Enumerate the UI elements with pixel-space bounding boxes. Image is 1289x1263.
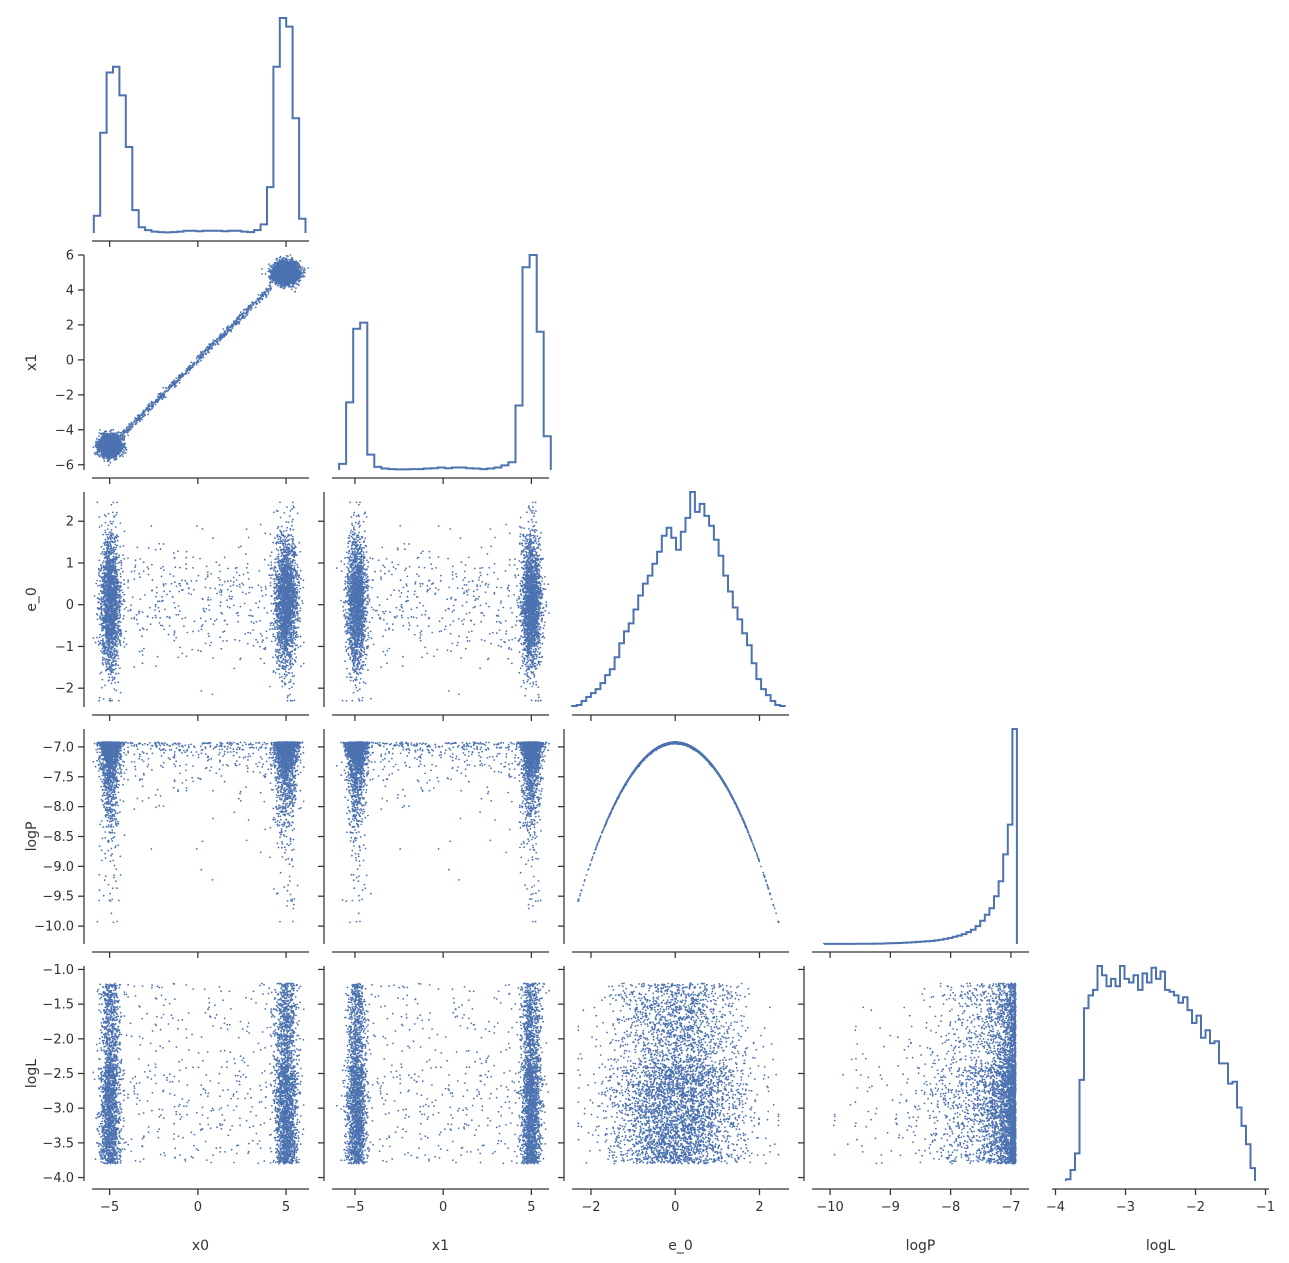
scatter-x0-vs-x1 [93, 254, 310, 466]
scatter-point [122, 456, 124, 458]
scatter-point [108, 464, 110, 466]
scatter-layer [93, 254, 1017, 1164]
scatter-point [147, 414, 149, 416]
scatter-point [196, 358, 198, 360]
